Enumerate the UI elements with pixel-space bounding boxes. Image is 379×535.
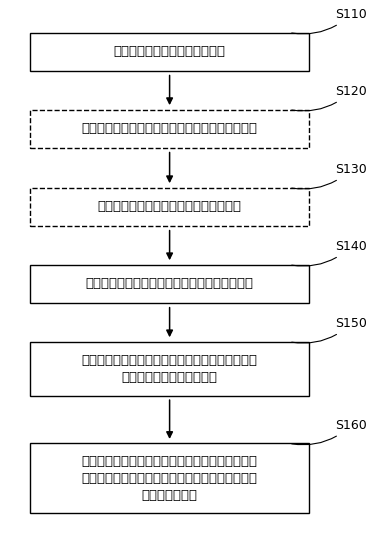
Bar (30, 188, 310, 226)
Text: S130: S130 (292, 163, 367, 189)
Text: 基于预设路径，在所述容器中创建设备依赖文件: 基于预设路径，在所述容器中创建设备依赖文件 (86, 278, 254, 291)
Text: S160: S160 (292, 419, 367, 445)
Text: S140: S140 (292, 240, 367, 266)
Text: 以第一预设模式创建虚拟机镜像: 以第一预设模式创建虚拟机镜像 (114, 45, 226, 58)
Text: S110: S110 (292, 8, 367, 34)
Bar (30, 444, 310, 513)
Text: 按照所述预设路径，使所述虚拟机中的容器对所述
设备依赖文件进行成功访问: 按照所述预设路径，使所述虚拟机中的容器对所述 设备依赖文件进行成功访问 (81, 354, 258, 384)
Text: 以第三预设模式在所述虚拟机中创建容器: 以第三预设模式在所述虚拟机中创建容器 (98, 201, 241, 213)
Bar (30, 33, 310, 71)
Bar (30, 342, 310, 396)
Text: S150: S150 (292, 317, 367, 343)
Text: 基于所述虚拟机的透传策略以及访问到的所述设备
依赖文件，使所述虚拟机中的容器对待访问设备文
件进行成功访问: 基于所述虚拟机的透传策略以及访问到的所述设备 依赖文件，使所述虚拟机中的容器对待… (81, 455, 258, 502)
Bar (30, 110, 310, 148)
Bar (30, 265, 310, 303)
Text: S120: S120 (292, 85, 367, 111)
Text: 基于所述虚拟机镜像，以第二预设模式启动虚拟机: 基于所述虚拟机镜像，以第二预设模式启动虚拟机 (81, 123, 258, 135)
